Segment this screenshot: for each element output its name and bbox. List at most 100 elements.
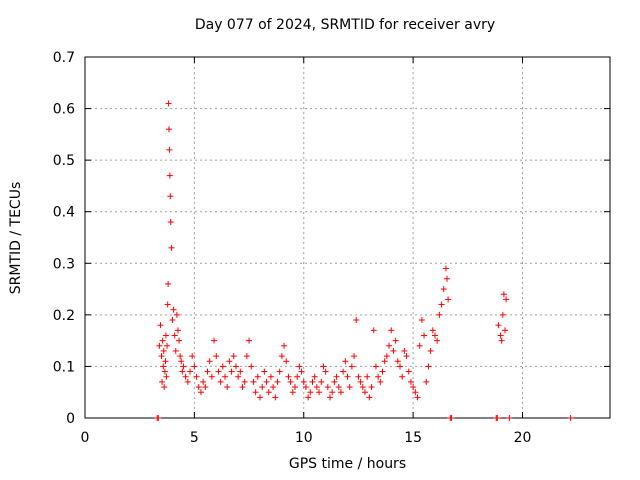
data-point	[410, 384, 417, 391]
data-point	[298, 368, 305, 375]
data-point	[191, 363, 198, 370]
data-point	[165, 280, 172, 287]
data-point	[502, 327, 508, 334]
data-point	[294, 373, 301, 380]
data-point	[421, 332, 428, 339]
data-point	[438, 301, 445, 308]
data-point	[180, 363, 187, 370]
data-point	[348, 363, 355, 370]
data-point	[235, 373, 242, 380]
data-point	[276, 368, 283, 375]
data-point	[340, 368, 347, 375]
data-point	[296, 363, 303, 370]
data-point	[427, 347, 434, 354]
data-point	[370, 327, 377, 334]
data-point	[283, 358, 290, 365]
data-point	[442, 265, 449, 272]
data-point	[432, 332, 438, 339]
data-point	[375, 373, 382, 380]
data-point	[337, 389, 344, 396]
data-point	[263, 378, 270, 385]
data-point	[307, 389, 314, 396]
data-point	[500, 291, 507, 298]
y-tick-label: 0.2	[53, 308, 75, 324]
data-point	[165, 100, 172, 107]
data-point	[257, 394, 263, 401]
data-point	[176, 337, 183, 344]
data-point	[440, 286, 447, 293]
y-tick-label: 0.3	[53, 256, 75, 272]
y-tick-label: 0.7	[53, 50, 75, 66]
data-point	[342, 358, 349, 365]
data-point	[377, 378, 384, 385]
data-point	[346, 384, 353, 391]
data-point	[429, 327, 436, 334]
data-point	[418, 317, 425, 324]
x-tick-label: 15	[404, 430, 422, 446]
data-point	[239, 384, 246, 391]
data-point	[401, 347, 408, 354]
x-axis-label: GPS time / hours	[288, 456, 407, 472]
data-point	[499, 311, 506, 318]
data-point	[208, 373, 215, 380]
data-point	[224, 384, 231, 391]
data-point	[217, 378, 224, 385]
data-point	[159, 378, 165, 385]
data-point	[318, 378, 325, 385]
data-point	[305, 394, 312, 401]
data-point	[270, 384, 277, 391]
data-point	[243, 353, 250, 360]
x-tick-label: 0	[81, 430, 90, 446]
data-point	[193, 373, 200, 380]
data-point	[331, 378, 338, 385]
data-point	[156, 342, 163, 349]
data-point	[160, 363, 167, 370]
data-point	[261, 368, 268, 375]
data-point	[182, 373, 189, 380]
data-point	[178, 358, 185, 365]
data-point	[344, 373, 351, 380]
data-point	[267, 373, 274, 380]
data-point	[259, 384, 266, 391]
data-point	[320, 363, 327, 370]
data-point	[506, 415, 513, 421]
data-point	[359, 384, 366, 391]
data-point	[313, 384, 320, 391]
data-point	[381, 358, 388, 365]
data-point	[164, 342, 171, 349]
data-point	[423, 378, 430, 385]
data-point	[414, 394, 421, 401]
chart-title: Day 077 of 2024, SRMTID for receiver avr…	[194, 17, 496, 33]
data-point	[292, 384, 298, 391]
data-point	[159, 337, 166, 344]
data-point	[383, 353, 390, 360]
data-point	[403, 353, 410, 360]
data-point	[237, 368, 244, 375]
data-point	[412, 389, 419, 396]
data-point	[386, 342, 393, 349]
data-point	[278, 353, 285, 360]
data-point	[228, 368, 235, 375]
data-point	[445, 296, 452, 303]
data-point	[316, 389, 323, 396]
data-point	[200, 378, 207, 385]
y-tick-label: 0.1	[53, 359, 75, 375]
data-point	[379, 368, 386, 375]
x-tick-label: 5	[190, 430, 199, 446]
data-point	[215, 368, 222, 375]
data-point	[206, 358, 213, 365]
data-point	[202, 384, 209, 391]
data-point	[252, 389, 259, 396]
data-point	[394, 358, 401, 365]
data-point	[494, 415, 501, 421]
data-point	[351, 353, 358, 360]
data-point	[329, 389, 336, 396]
data-point	[405, 368, 412, 375]
data-point	[309, 378, 316, 385]
data-point	[407, 378, 414, 385]
grid-lines	[85, 57, 610, 418]
data-point	[265, 389, 272, 396]
data-point	[157, 322, 164, 329]
data-point	[495, 322, 502, 329]
